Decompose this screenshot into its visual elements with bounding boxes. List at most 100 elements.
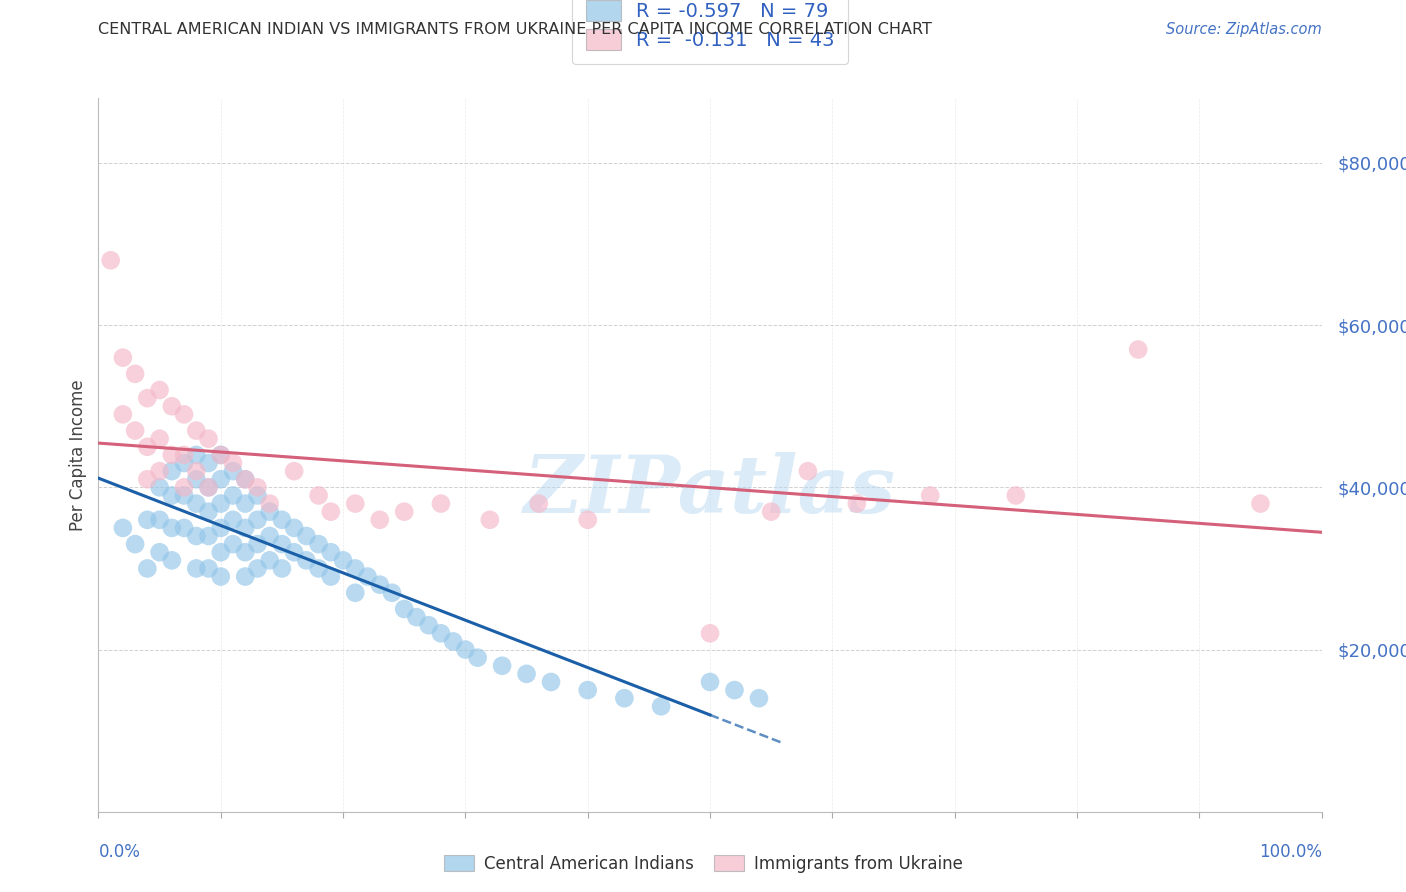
Text: CENTRAL AMERICAN INDIAN VS IMMIGRANTS FROM UKRAINE PER CAPITA INCOME CORRELATION: CENTRAL AMERICAN INDIAN VS IMMIGRANTS FR… bbox=[98, 22, 932, 37]
Point bbox=[222, 513, 245, 527]
Point bbox=[613, 691, 636, 706]
Point bbox=[197, 480, 219, 494]
Point bbox=[209, 448, 232, 462]
Point bbox=[209, 521, 232, 535]
Point bbox=[160, 464, 183, 478]
Legend: Central American Indians, Immigrants from Ukraine: Central American Indians, Immigrants fro… bbox=[437, 848, 969, 880]
Point bbox=[186, 529, 208, 543]
Point bbox=[197, 480, 219, 494]
Point bbox=[173, 448, 195, 462]
Point bbox=[173, 488, 195, 502]
Point bbox=[650, 699, 672, 714]
Point bbox=[186, 497, 208, 511]
Point bbox=[186, 448, 208, 462]
Point bbox=[748, 691, 770, 706]
Point bbox=[160, 553, 183, 567]
Point bbox=[295, 553, 318, 567]
Point bbox=[197, 456, 219, 470]
Point bbox=[319, 569, 342, 583]
Point bbox=[186, 472, 208, 486]
Point bbox=[723, 683, 745, 698]
Text: 0.0%: 0.0% bbox=[98, 843, 141, 861]
Point bbox=[515, 666, 537, 681]
Point bbox=[344, 586, 367, 600]
Point bbox=[124, 367, 146, 381]
Point bbox=[368, 513, 391, 527]
Text: ZIPatlas: ZIPatlas bbox=[524, 452, 896, 529]
Point bbox=[368, 577, 391, 591]
Point bbox=[454, 642, 477, 657]
Point bbox=[197, 529, 219, 543]
Point bbox=[246, 513, 269, 527]
Point bbox=[845, 497, 868, 511]
Point bbox=[136, 440, 159, 454]
Point bbox=[332, 553, 354, 567]
Point bbox=[186, 561, 208, 575]
Point bbox=[430, 497, 453, 511]
Text: Source: ZipAtlas.com: Source: ZipAtlas.com bbox=[1166, 22, 1322, 37]
Point bbox=[111, 521, 134, 535]
Point bbox=[222, 464, 245, 478]
Point bbox=[319, 505, 342, 519]
Point bbox=[295, 529, 318, 543]
Point bbox=[209, 448, 232, 462]
Point bbox=[209, 569, 232, 583]
Point bbox=[441, 634, 464, 648]
Point bbox=[699, 626, 721, 640]
Point bbox=[344, 497, 367, 511]
Point bbox=[761, 505, 783, 519]
Point bbox=[246, 488, 269, 502]
Point bbox=[124, 537, 146, 551]
Point bbox=[111, 408, 134, 422]
Point bbox=[246, 480, 269, 494]
Point bbox=[308, 537, 330, 551]
Point bbox=[160, 521, 183, 535]
Point bbox=[283, 464, 305, 478]
Point bbox=[381, 586, 404, 600]
Point bbox=[209, 545, 232, 559]
Point bbox=[222, 456, 245, 470]
Point bbox=[149, 432, 172, 446]
Point bbox=[149, 383, 172, 397]
Point bbox=[209, 472, 232, 486]
Point bbox=[160, 488, 183, 502]
Point bbox=[576, 683, 599, 698]
Point bbox=[149, 545, 172, 559]
Point bbox=[920, 488, 942, 502]
Point bbox=[308, 561, 330, 575]
Point bbox=[540, 675, 562, 690]
Point bbox=[246, 537, 269, 551]
Point bbox=[259, 553, 281, 567]
Point bbox=[259, 529, 281, 543]
Point bbox=[699, 675, 721, 690]
Point bbox=[173, 408, 195, 422]
Point bbox=[149, 464, 172, 478]
Point bbox=[222, 488, 245, 502]
Point bbox=[149, 513, 172, 527]
Point bbox=[233, 472, 256, 486]
Point bbox=[197, 432, 219, 446]
Point bbox=[576, 513, 599, 527]
Point bbox=[259, 505, 281, 519]
Point bbox=[430, 626, 453, 640]
Point bbox=[527, 497, 550, 511]
Point bbox=[222, 537, 245, 551]
Point bbox=[186, 464, 208, 478]
Point bbox=[124, 424, 146, 438]
Point bbox=[173, 521, 195, 535]
Text: 100.0%: 100.0% bbox=[1258, 843, 1322, 861]
Point bbox=[233, 545, 256, 559]
Point bbox=[136, 513, 159, 527]
Point bbox=[319, 545, 342, 559]
Point bbox=[392, 505, 416, 519]
Point bbox=[478, 513, 501, 527]
Point bbox=[136, 472, 159, 486]
Legend: R = -0.597   N = 79, R =  -0.131   N = 43: R = -0.597 N = 79, R = -0.131 N = 43 bbox=[572, 0, 848, 64]
Point bbox=[405, 610, 427, 624]
Point bbox=[270, 537, 294, 551]
Point bbox=[100, 253, 122, 268]
Point bbox=[418, 618, 440, 632]
Point bbox=[173, 480, 195, 494]
Point bbox=[197, 561, 219, 575]
Point bbox=[392, 602, 416, 616]
